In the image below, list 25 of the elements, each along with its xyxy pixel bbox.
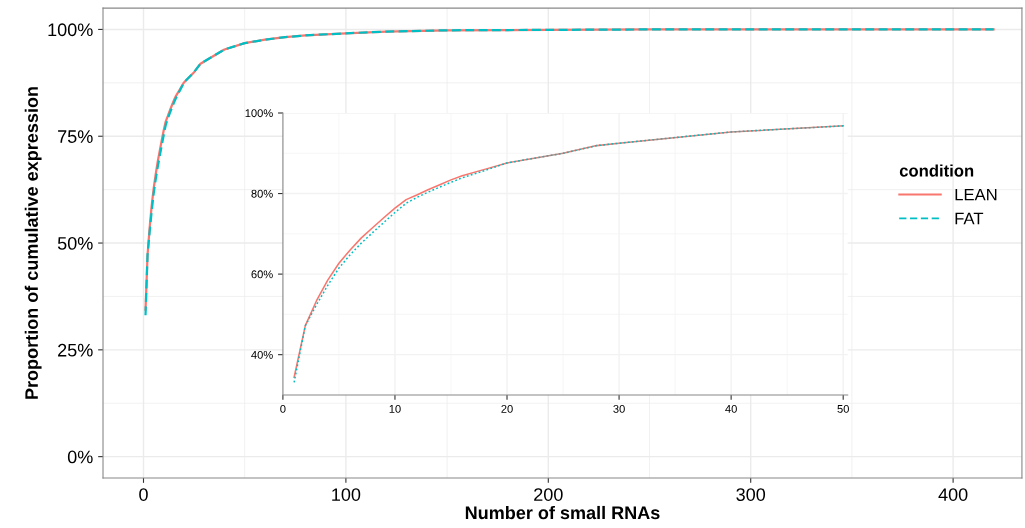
x-tick-label: 100: [332, 488, 361, 501]
legend-title: condition: [899, 164, 974, 177]
x-tick-label: 30: [613, 404, 625, 413]
x-tick-label: 400: [938, 488, 968, 501]
x-axis-title: Number of small RNAs: [465, 505, 660, 520]
legend-label: LEAN: [955, 188, 997, 201]
y-tick-label: 60%: [251, 270, 273, 279]
y-tick-label: 40%: [251, 350, 273, 359]
x-tick-label: 300: [736, 488, 766, 501]
x-tick-label: 0: [280, 404, 286, 413]
x-tick-label: 0: [139, 488, 148, 501]
x-tick-label: 200: [534, 488, 563, 501]
legend-label: FAT: [955, 212, 984, 225]
x-tick-label: 10: [389, 404, 401, 413]
y-tick-label: 25%: [58, 343, 93, 357]
y-tick-label: 75%: [58, 130, 93, 143]
y-tick-label: 50%: [57, 236, 93, 250]
x-tick-label: 20: [501, 404, 513, 413]
x-tick-label: 50: [837, 404, 849, 413]
x-tick-label: 40: [725, 404, 737, 413]
y-tick-label: 0%: [67, 450, 93, 464]
y-tick-label: 80%: [251, 189, 273, 198]
y-tick-label: 100%: [48, 23, 93, 37]
y-axis-title: Proportion of cumulative expression: [24, 87, 42, 399]
y-tick-label: 100%: [245, 109, 273, 118]
